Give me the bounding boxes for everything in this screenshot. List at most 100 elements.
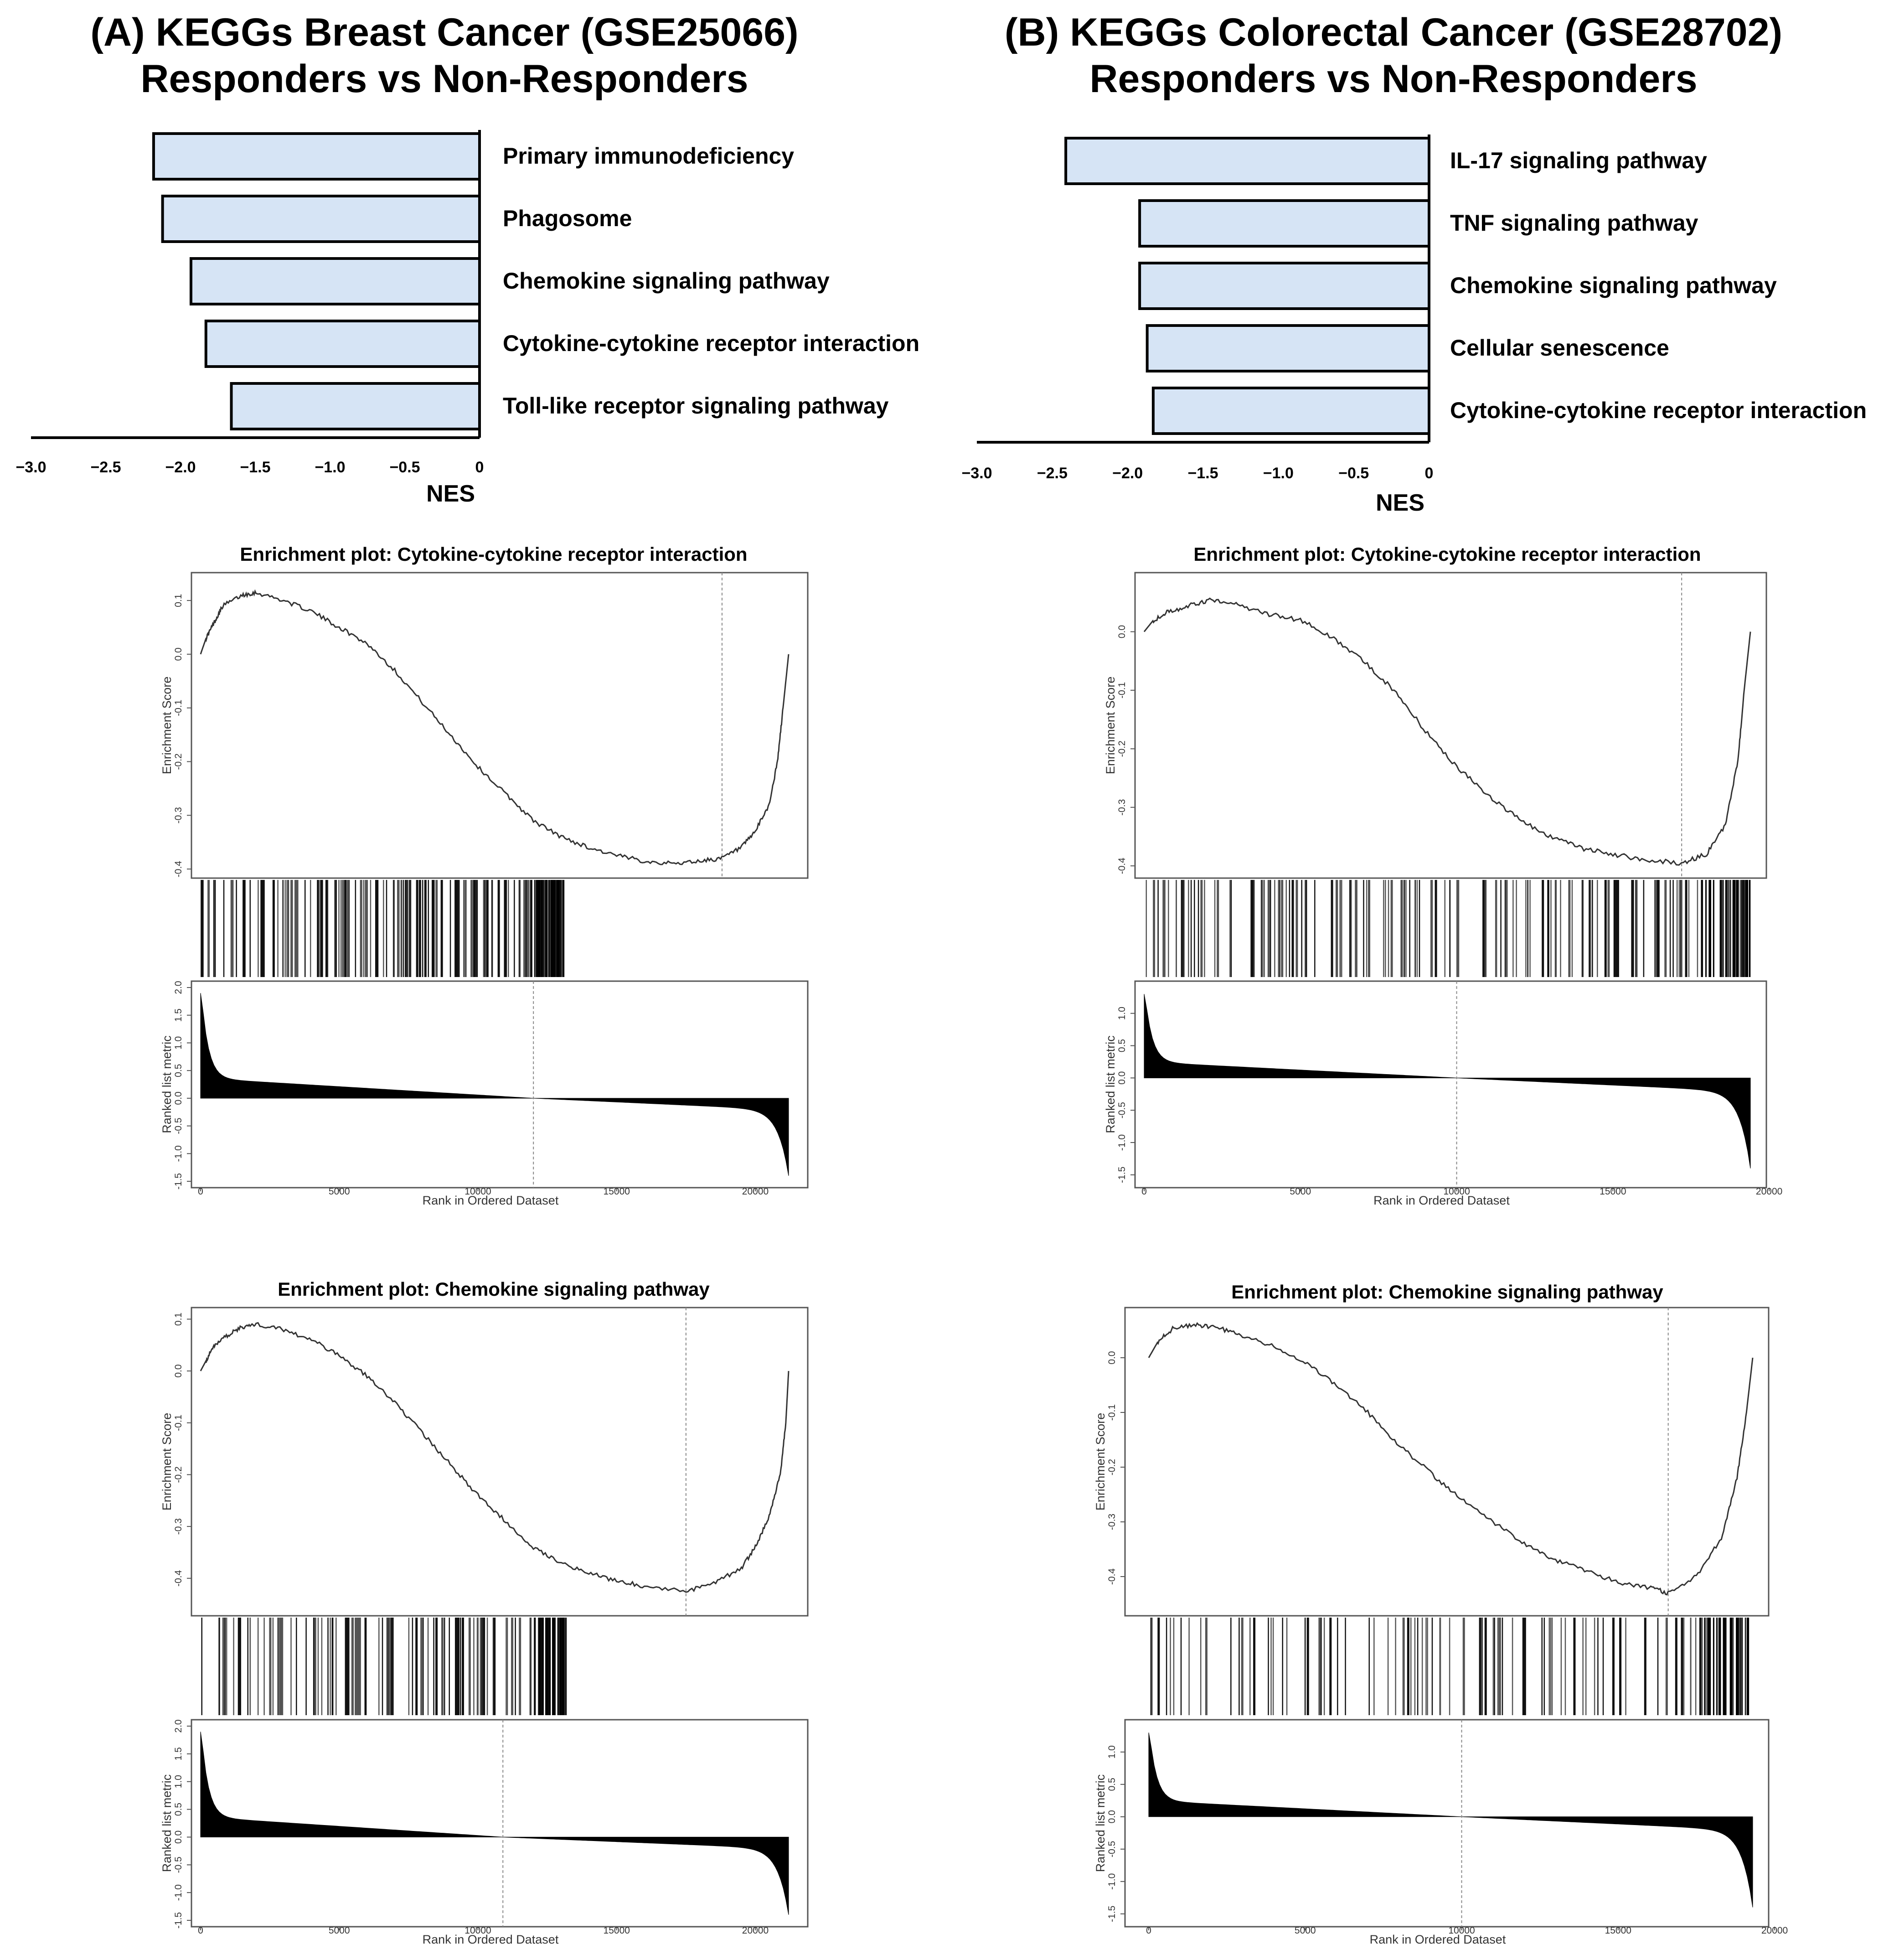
nes-tick-label: −0.5: [1338, 465, 1369, 482]
rank-tick-label: 1.0: [173, 1036, 184, 1050]
x-tick-label: 5000: [329, 1186, 350, 1197]
es-tick-label: 0.0: [1107, 1351, 1117, 1364]
enrichment-plot-title: Enrichment plot: Cytokine-cytokine recep…: [1193, 543, 1701, 565]
es-tick-label: -0.3: [1117, 799, 1127, 816]
rank-axis-label: Ranked list metric: [1094, 1774, 1107, 1872]
x-tick-label: 10000: [1443, 1186, 1470, 1197]
nes-bar-label: TNF signaling pathway: [1450, 210, 1698, 236]
rank-tick-label: -1.5: [1107, 1906, 1117, 1922]
es-tick-label: 0.0: [173, 1364, 184, 1377]
x-tick-label: 5000: [329, 1925, 350, 1936]
enrichment-plot-title: Enrichment plot: Cytokine-cytokine recep…: [240, 543, 747, 565]
x-tick-label: 15000: [604, 1925, 630, 1936]
rank-tick-label: -0.5: [1117, 1102, 1127, 1118]
x-tick-label: 0: [1141, 1186, 1147, 1197]
nes-bar-label: Chemokine signaling pathway: [1450, 273, 1777, 298]
nes-tick-label: −2.0: [1112, 465, 1143, 482]
rank-tick-label: 0.5: [1117, 1039, 1127, 1052]
x-axis-label: Rank in Ordered Dataset: [1370, 1933, 1506, 1946]
nes-bar: [204, 320, 481, 368]
x-tick-label: 10000: [464, 1925, 491, 1936]
nes-tick-label: −2.0: [165, 459, 196, 476]
rank-tick-label: 0.0: [1117, 1071, 1127, 1085]
es-frame: [191, 1307, 809, 1617]
nes-bar-label: Cellular senescence: [1450, 335, 1669, 361]
nes-bar-label: Chemokine signaling pathway: [503, 268, 830, 294]
enrichment-plot: Enrichment plot: Cytokine-cytokine recep…: [160, 543, 809, 1207]
es-tick-label: -0.2: [173, 753, 184, 770]
enrichment-plot-title: Enrichment plot: Chemokine signaling pat…: [278, 1278, 710, 1300]
rank-tick-label: 1.5: [173, 1747, 184, 1760]
panel-subtitle: Responders vs Non-Responders: [140, 57, 748, 101]
es-tick-label: -0.1: [1107, 1404, 1117, 1421]
nes-bar: [1151, 387, 1430, 435]
rank-tick-label: 0.0: [173, 1091, 184, 1105]
es-tick-label: -0.3: [1107, 1514, 1117, 1530]
rank-tick-label: -0.5: [173, 1117, 184, 1134]
rank-tick-label: -1.0: [173, 1884, 184, 1901]
es-axis-label: Enrichment Score: [160, 677, 174, 775]
es-axis-label: Enrichment Score: [1104, 677, 1117, 775]
nes-bar: [1146, 324, 1430, 372]
rank-frame: [1124, 1719, 1770, 1928]
x-tick-label: 5000: [1295, 1925, 1316, 1936]
x-axis-label: Rank in Ordered Dataset: [1373, 1194, 1510, 1207]
es-tick-label: -0.1: [1117, 682, 1127, 698]
es-tick-label: -0.4: [1117, 858, 1127, 874]
panel-b: (B) KEGGs Colorectal Cancer (GSE28702)Re…: [961, 10, 1867, 1946]
rank-axis-label: Ranked list metric: [160, 1774, 174, 1872]
nes-bar-label: Cytokine-cytokine receptor interaction: [1450, 398, 1867, 423]
enrichment-plot: Enrichment plot: Chemokine signaling pat…: [1094, 1281, 1788, 1946]
gene-hit-bar: [201, 880, 565, 977]
rank-tick-label: -1.5: [173, 1173, 184, 1189]
es-frame: [1134, 572, 1767, 879]
nes-bar: [189, 257, 481, 305]
panel-title: (B) KEGGs Colorectal Cancer (GSE28702): [1005, 10, 1782, 54]
nes-bar: [230, 382, 481, 430]
es-tick-label: 0.1: [173, 594, 184, 607]
gene-hit-bar: [1146, 880, 1751, 977]
rank-axis-label: Ranked list metric: [1104, 1035, 1117, 1133]
es-tick-label: -0.2: [1117, 740, 1127, 757]
x-tick-label: 10000: [464, 1186, 491, 1197]
nes-bar: [1138, 199, 1431, 248]
x-tick-label: 15000: [1605, 1925, 1631, 1936]
nes-bar: [1064, 137, 1430, 185]
rank-tick-label: -1.5: [173, 1912, 184, 1929]
x-tick-label: 5000: [1290, 1186, 1311, 1197]
nes-tick-label: 0: [475, 459, 484, 476]
nes-bar: [161, 195, 481, 243]
rank-metric-area: [1144, 994, 1751, 1169]
nes-bar-chart: Primary immunodeficiency Phagosome Chemoki…: [15, 130, 919, 507]
nes-bar: [152, 132, 481, 181]
nes-axis-label: NES: [1376, 490, 1424, 516]
x-tick-label: 10000: [1448, 1925, 1475, 1936]
x-axis-label: Rank in Ordered Dataset: [423, 1933, 559, 1946]
nes-tick-label: −0.5: [389, 459, 420, 476]
x-tick-label: 20000: [1761, 1925, 1788, 1936]
rank-axis-label: Ranked list metric: [160, 1035, 174, 1133]
rank-tick-label: 0.5: [1107, 1778, 1117, 1791]
gene-hit-bar: [1150, 1618, 1749, 1715]
rank-frame: [1134, 980, 1767, 1189]
rank-tick-label: 1.0: [173, 1775, 184, 1788]
rank-frame: [191, 1719, 809, 1928]
nes-bar-chart: IL-17 signaling pathway TNF signaling pat…: [961, 134, 1867, 516]
es-frame: [1124, 1307, 1770, 1617]
nes-bar-label: Cytokine-cytokine receptor interaction: [503, 331, 919, 356]
nes-tick-label: −2.5: [90, 459, 121, 476]
es-tick-label: -0.3: [173, 807, 184, 823]
nes-tick-label: −1.5: [1187, 465, 1218, 482]
x-tick-label: 15000: [604, 1186, 630, 1197]
es-curve: [1148, 1322, 1754, 1596]
enrichment-plot: Enrichment plot: Cytokine-cytokine recep…: [1104, 543, 1782, 1207]
rank-tick-label: -1.0: [1107, 1873, 1117, 1890]
rank-tick-label: 1.5: [173, 1008, 184, 1022]
es-tick-label: -0.4: [173, 861, 184, 878]
x-tick-label: 0: [198, 1186, 203, 1197]
x-tick-label: 20000: [742, 1186, 769, 1197]
es-tick-label: -0.1: [173, 1415, 184, 1431]
nes-bar: [1138, 262, 1431, 310]
rank-tick-label: 2.0: [173, 981, 184, 994]
es-tick-label: 0.0: [1117, 625, 1127, 638]
